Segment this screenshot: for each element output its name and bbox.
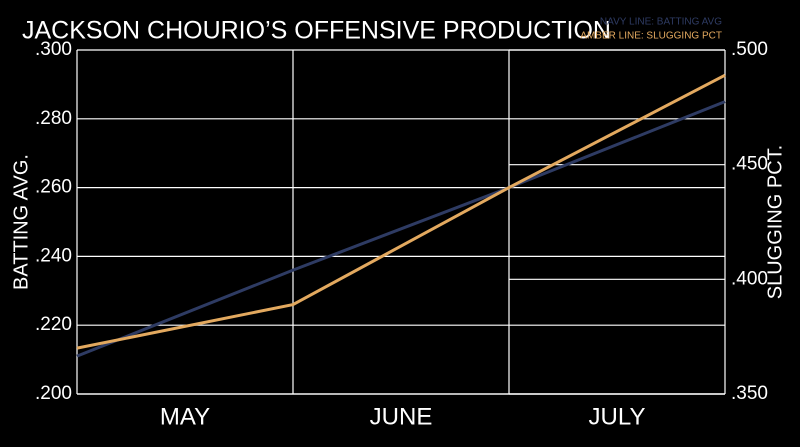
y-tick-label: .200 — [35, 383, 72, 404]
y2-tick-label: .450 — [731, 154, 768, 175]
y-tick-label: .260 — [35, 177, 72, 198]
y-tick-label: .300 — [35, 39, 72, 60]
y-tick-label: .220 — [35, 314, 72, 335]
x-tick-label: JULY — [589, 403, 646, 430]
y2-tick-label: .400 — [731, 268, 768, 289]
legend-entry: AMBER LINE: SLUGGING PCT — [580, 31, 722, 42]
y-tick-label: .280 — [35, 108, 72, 129]
series-line — [76, 73, 726, 350]
y-axis-title: BATTING AVG. — [10, 154, 32, 290]
legend-entry: NAVY LINE: BATTING AVG — [600, 17, 722, 28]
y2-axis-title: SLUGGING PCT. — [764, 145, 786, 299]
y2-tick-label: .500 — [731, 39, 768, 60]
y-tick-label: .240 — [35, 245, 72, 266]
chart-title: JACKSON CHOURIO’S OFFENSIVE PRODUCTION — [22, 17, 611, 45]
x-tick-label: JUNE — [370, 403, 433, 430]
y2-tick-label: .350 — [731, 383, 768, 404]
series-line — [76, 100, 726, 358]
x-tick-label: MAY — [160, 403, 210, 430]
